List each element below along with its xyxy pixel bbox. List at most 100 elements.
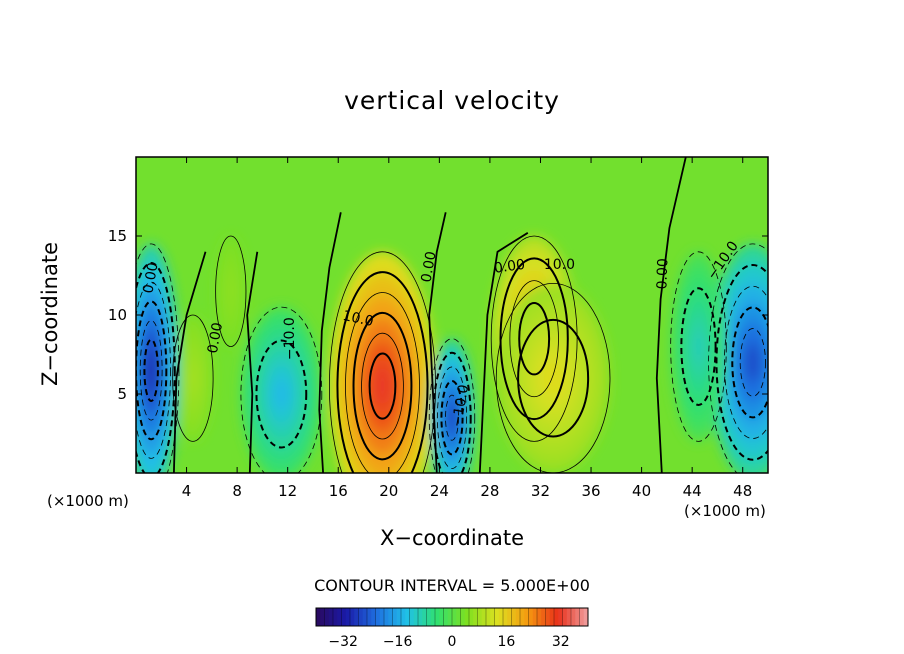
contour-downdraft-7-1 [715, 264, 768, 461]
contour-updraft-0-4 [361, 332, 404, 440]
contour-updraft-1-2 [509, 280, 559, 398]
contour-downdraft-6-0 [428, 338, 476, 473]
contour-downdraft-5-0 [136, 243, 180, 473]
colorbar-tick-label-3: 16 [497, 634, 516, 650]
contour-zero-0 [318, 212, 342, 473]
colorbar-cell-5 [337, 608, 342, 626]
colorbar-cell-10 [358, 608, 364, 626]
colorbar-cell-0 [316, 608, 321, 626]
y-tick-label-2: 15 [107, 227, 127, 245]
colorbar-cell-53 [541, 608, 546, 626]
y-tick-label-0: 5 [117, 385, 127, 403]
colorbar-tick-label-4: 32 [551, 634, 570, 650]
colorbar-cell-9 [354, 608, 359, 626]
colorbar-cell-1 [320, 608, 325, 626]
colorbar-cell-38 [477, 608, 483, 626]
colorbar-cell-54 [545, 608, 551, 626]
colorbar-cell-4 [333, 608, 338, 626]
colorbar-cell-25 [422, 608, 427, 626]
colorbar-cell-39 [481, 608, 487, 626]
contour-downdraft-8-0 [240, 306, 323, 473]
colorbar-cell-27 [430, 608, 436, 626]
colorbar-cell-3 [328, 608, 334, 626]
colorbar-tick-label-2: 0 [447, 634, 457, 650]
contour-label-4: −10.0 [282, 317, 298, 360]
colorbar-cell-48 [520, 608, 525, 626]
colorbar-cell-46 [511, 608, 517, 626]
colorbar-cell-22 [409, 608, 415, 626]
contour-label-2: 0.00 [493, 257, 526, 277]
field-updraft-4-level-5 [228, 282, 234, 301]
contour-updraft-2-1 [517, 318, 590, 438]
contour-updraft-2-0 [495, 283, 611, 473]
contour-downdraft-5-4 [139, 320, 163, 421]
contour-zero-5 [246, 251, 259, 473]
colorbar-cell-11 [362, 608, 368, 626]
contour-updraft-0-2 [345, 292, 420, 473]
contour-updraft-0-1 [336, 271, 429, 473]
contour-downdraft-6-4 [445, 394, 459, 441]
colorbar-cell-18 [392, 608, 398, 626]
contour-updraft-1-3 [518, 301, 551, 376]
contour-downdraft-9-1 [680, 287, 717, 406]
x-tick-label-3: 16 [328, 482, 348, 500]
colorbar-cell-19 [396, 608, 402, 626]
y-axis-label: Z−coordinate [38, 242, 62, 386]
colorbar-cell-50 [528, 608, 534, 626]
x-tick-label-10: 44 [682, 482, 702, 500]
colorbar-tick-label-1: −16 [382, 634, 413, 650]
colorbar-cell-42 [494, 608, 500, 626]
contour-downdraft-5-1 [136, 262, 176, 473]
colorbar-cell-63 [583, 608, 589, 626]
colorbar-cell-56 [554, 608, 559, 626]
field-downdraft-9-level-5 [693, 330, 704, 363]
colorbar-cell-32 [452, 608, 457, 626]
colorbar-cell-2 [324, 608, 330, 626]
colorbar-cell-43 [498, 608, 504, 626]
contour-downdraft-6-2 [436, 366, 468, 469]
x-axis-label: X−coordinate [380, 526, 524, 550]
colorbar-cell-13 [371, 608, 376, 626]
colorbar-tick-label-0: −32 [328, 634, 358, 650]
x-tick-label-8: 36 [581, 482, 601, 500]
field-downdraft-7-level-5 [745, 342, 761, 383]
contour-label-5: 0.00 [205, 321, 226, 354]
x-tick-label-2: 12 [278, 482, 298, 500]
colorbar-cell-61 [575, 608, 580, 626]
colorbar-cell-6 [341, 608, 347, 626]
colorbar-cell-31 [447, 608, 453, 626]
colorbar-cell-28 [435, 608, 440, 626]
x-tick-label-7: 32 [530, 482, 551, 500]
contour-zero-3 [655, 157, 687, 473]
contour-downdraft-9-0 [670, 251, 727, 442]
contour-updraft-4-0 [215, 235, 247, 347]
colorbar-cell-37 [473, 608, 478, 626]
colorbar-cell-21 [405, 608, 410, 626]
x-tick-label-0: 4 [181, 482, 192, 500]
colorbar-cell-60 [571, 608, 576, 626]
colorbar-cell-59 [566, 608, 572, 626]
colorbar-cell-33 [456, 608, 461, 626]
colorbar-cell-45 [507, 608, 512, 626]
x-tick-label-4: 20 [379, 482, 399, 500]
contour-downdraft-5-2 [136, 281, 171, 459]
colorbar-cell-16 [384, 608, 389, 626]
x-tick-label-9: 40 [632, 482, 652, 500]
contour-updraft-3-0 [172, 314, 214, 442]
colorbar-cell-12 [367, 608, 372, 626]
colorbar-cell-36 [469, 608, 474, 626]
contour-label-9: 0.00 [140, 261, 161, 294]
contour-downdraft-7-4 [739, 328, 766, 397]
contour-interval-label: CONTOUR INTERVAL = 5.000E+00 [314, 576, 590, 595]
x-tick-label-11: 48 [733, 482, 753, 500]
contour-updraft-1-1 [499, 257, 569, 421]
colorbar-cell-35 [464, 608, 470, 626]
field-downdraft-8-level-5 [274, 379, 289, 409]
x-tick-label-1: 8 [232, 482, 242, 500]
contour-downdraft-6-3 [440, 380, 464, 456]
colorbar-cell-24 [418, 608, 423, 626]
colorbar-cell-23 [413, 608, 419, 626]
colorbar-frame [315, 607, 589, 627]
colorbar-cell-26 [426, 608, 432, 626]
